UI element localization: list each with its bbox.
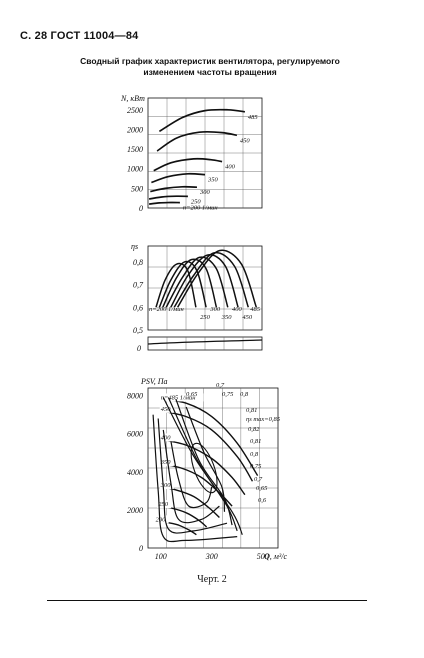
power-ytick: 2000: [127, 125, 143, 134]
power-panel: 0 500 1000 1500 2000 2500 485 450 400 350 300 250n=…: [127, 97, 263, 213]
pressure-label-bg: [159, 481, 174, 490]
pressure-efficiency-isoline: [170, 441, 213, 509]
pressure-curve-label: 300: [160, 482, 172, 489]
pressure-efficiency-isoline: [162, 429, 220, 524]
power-ytick: 0: [139, 204, 143, 213]
power-ytick: 2500: [127, 106, 143, 115]
pressure-label-bg: [159, 393, 204, 402]
pressure-curve-label: 450: [161, 406, 172, 413]
pressure-efficiency-isoline: [175, 399, 233, 526]
power-ytick: 1000: [127, 165, 143, 174]
efficiency-curve-label: 350: [221, 314, 233, 321]
efficiency-curve-400: [170, 254, 239, 308]
pressure-efficiency-label: 0,8: [240, 391, 249, 398]
efficiency-curve-label: 450: [242, 314, 253, 321]
pressure-curve-400: [160, 438, 246, 496]
pressure-label-bg: [159, 433, 174, 442]
efficiency-curve-label: 400: [232, 306, 243, 313]
pressure-efficiency-isoline: [185, 406, 226, 512]
pressure-curve-label: n=485 1/мин: [161, 394, 196, 401]
pressure-efficiency-label: 0,82: [248, 426, 260, 433]
efficiency-ytick: 0,7: [133, 281, 144, 290]
pressure-efficiency-label: 0,81: [250, 438, 261, 445]
pressure-ytick: 6000: [127, 430, 143, 439]
power-curve-350: [151, 172, 206, 184]
efficiency-zero-strip: [147, 336, 263, 351]
pressure-efficiency-label: 0,81: [246, 407, 257, 414]
pressure-ylabel: PSV, Па: [140, 377, 168, 386]
page-bottom-rule: [47, 600, 367, 601]
pressure-max-efficiency-loop: [190, 442, 218, 494]
pressure-label-bg: [159, 404, 174, 413]
pressure-xtick: 300: [205, 552, 218, 561]
efficiency-curve-label: 300: [209, 306, 221, 313]
pressure-curve-label: 200: [156, 516, 167, 523]
efficiency-ytick: 0,6: [133, 303, 143, 312]
page-header: С. 28 ГОСТ 11004—84: [20, 30, 139, 42]
figure-caption: Черт. 2: [197, 574, 227, 585]
pressure-efficiency-isoline: [167, 397, 238, 532]
pressure-ytick: 2000: [127, 506, 143, 515]
power-curve-485: [158, 108, 246, 133]
power-ytick: 500: [131, 184, 143, 193]
pressure-label-bg: [154, 515, 169, 524]
efficiency-curve-label: 250: [200, 314, 211, 321]
pressure-efficiency-label: 0,65: [256, 485, 268, 492]
pressure-efficiency-isoline: [152, 414, 238, 543]
efficiency-zero-tick: 0: [137, 344, 141, 353]
power-curve-label: 250: [191, 198, 202, 205]
power-curve-label: 400: [225, 164, 236, 171]
pressure-curve-450: [160, 410, 254, 482]
pressure-xlabel: Q, м³/с: [264, 552, 288, 561]
power-curve-label: 450: [240, 137, 251, 144]
pressure-ytick: 0: [139, 544, 143, 553]
power-curve-250: [148, 195, 188, 200]
efficiency-ytick: 0,5: [133, 326, 143, 335]
pressure-efficiency-label: 0,75: [222, 391, 234, 398]
pressure-ytick: 4000: [127, 468, 143, 477]
power-curve-200: [149, 201, 180, 205]
power-ytick: 1500: [127, 145, 143, 154]
pressure-efficiency-label: ηs max=0,85: [246, 416, 281, 423]
pressure-curve-label: 400: [161, 434, 172, 441]
power-curve-label: 485: [248, 114, 259, 121]
efficiency-curve-label: n=200 1/мин: [149, 306, 184, 313]
efficiency-zero-curve: [147, 339, 263, 345]
pressure-xtick: 100: [155, 552, 167, 561]
power-curve-label: 350: [207, 177, 219, 184]
power-curve-label: 300: [199, 189, 211, 196]
efficiency-panel: 0,5 0,6 0,7 0,8 n=200 1/мин 25030035040045048…: [133, 245, 263, 335]
pressure-efficiency-label: 0,75: [250, 463, 262, 470]
pressure-xtick: 500: [257, 552, 269, 561]
pressure-efficiency-label: 0,65: [186, 391, 198, 398]
power-curve-300: [150, 185, 198, 193]
pressure-label-bg: [159, 458, 174, 467]
pressure-efficiency-isoline: [157, 418, 228, 534]
efficiency-ylabel: ηs: [131, 242, 138, 251]
pressure-ytick: 8000: [127, 392, 143, 401]
pressure-efficiency-label: 0,8: [250, 451, 259, 458]
efficiency-curve-485: [176, 249, 258, 308]
efficiency-curve-350: [165, 256, 229, 308]
pressure-curve-label: 350: [160, 459, 172, 466]
efficiency-curve-250: [158, 260, 207, 308]
efficiency-curve-label: 485: [250, 306, 260, 313]
pressure-panel: 0 2000 4000 6000 8000 100 300 500 n=485 1/мин 450…: [127, 382, 281, 561]
chart-title: Сводный график характеристик вентилятора…: [80, 56, 340, 77]
power-curve-450: [156, 130, 238, 152]
pressure-efficiency-label: 0,7: [216, 382, 225, 389]
power-curve-label: n=200 1/мин: [183, 205, 218, 212]
pressure-efficiency-label: 0,7: [254, 476, 263, 483]
power-curve-400: [153, 157, 223, 172]
efficiency-curve-300: [162, 258, 218, 308]
efficiency-ytick: 0,8: [133, 258, 143, 267]
power-ylabel: N, кВт: [120, 94, 145, 103]
pressure-curve-label: 250: [158, 501, 169, 508]
pressure-efficiency-label: 0,6: [258, 497, 267, 504]
